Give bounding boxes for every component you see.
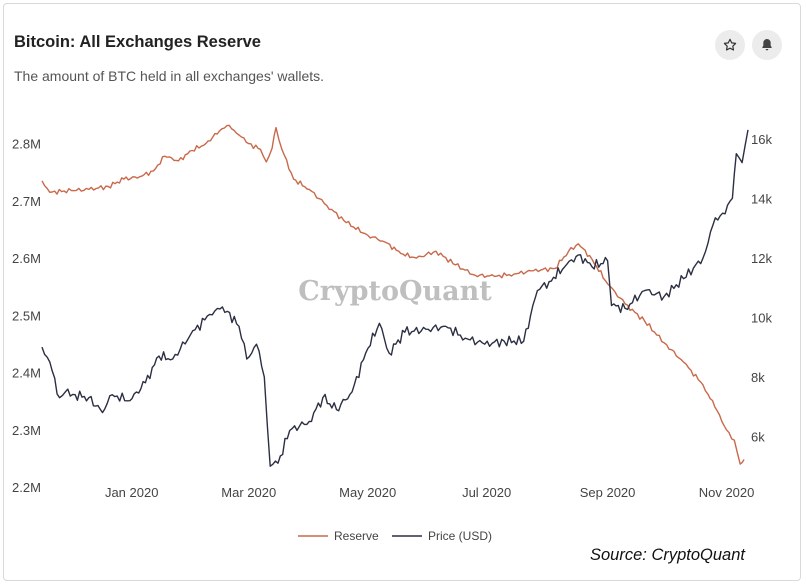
- series-line-reserve: [41, 124, 745, 465]
- x-axis: Jan 2020 Mar 2020 May 2020 Jul 2020 Sep 2020…: [105, 485, 754, 500]
- y-axis-left: 2.2M 2.3M 2.4M 2.5M 2.6M 2.7M 2.8M: [12, 137, 41, 495]
- legend-label: Reserve: [334, 529, 379, 543]
- series-line-price: [41, 129, 749, 467]
- chart-title: Bitcoin: All Exchanges Reserve: [14, 33, 261, 51]
- y-left-tick-label: 2.8M: [12, 137, 41, 152]
- favorite-button[interactable]: [715, 30, 745, 60]
- watermark: CryptoQuant: [298, 276, 492, 307]
- x-tick-label: Jan 2020: [105, 485, 159, 500]
- y-left-tick-label: 2.2M: [12, 480, 41, 495]
- y-left-tick-label: 2.3M: [12, 423, 41, 438]
- bell-icon: [762, 39, 772, 51]
- y-right-tick-label: 14k: [751, 191, 772, 206]
- source-credit: Source: CryptoQuant: [590, 546, 745, 564]
- chart-subtitle: The amount of BTC held in all exchanges'…: [14, 68, 325, 84]
- y-right-tick-label: 10k: [751, 310, 772, 325]
- x-tick-label: Mar 2020: [221, 485, 276, 500]
- alert-button[interactable]: [752, 30, 782, 60]
- series-layer: [41, 124, 749, 467]
- y-right-tick-label: 6k: [751, 429, 765, 444]
- chart-card: Bitcoin: All Exchanges Reserve The amoun…: [3, 3, 801, 581]
- legend: Reserve Price (USD): [298, 529, 492, 543]
- y-right-tick-label: 8k: [751, 370, 765, 385]
- y-right-tick-label: 12k: [751, 251, 772, 266]
- x-tick-label: Sep 2020: [580, 485, 636, 500]
- y-left-tick-label: 2.7M: [12, 194, 41, 209]
- x-tick-label: May 2020: [339, 485, 396, 500]
- y-left-tick-label: 2.6M: [12, 251, 41, 266]
- y-left-tick-label: 2.5M: [12, 308, 41, 323]
- y-axis-right: 6k 8k 10k 12k 14k 16k: [751, 132, 772, 445]
- y-left-tick-label: 2.4M: [12, 366, 41, 381]
- x-tick-label: Nov 2020: [699, 485, 755, 500]
- x-tick-label: Jul 2020: [462, 485, 511, 500]
- y-right-tick-label: 16k: [751, 132, 772, 147]
- legend-label: Price (USD): [428, 529, 492, 543]
- star-icon: [723, 38, 737, 51]
